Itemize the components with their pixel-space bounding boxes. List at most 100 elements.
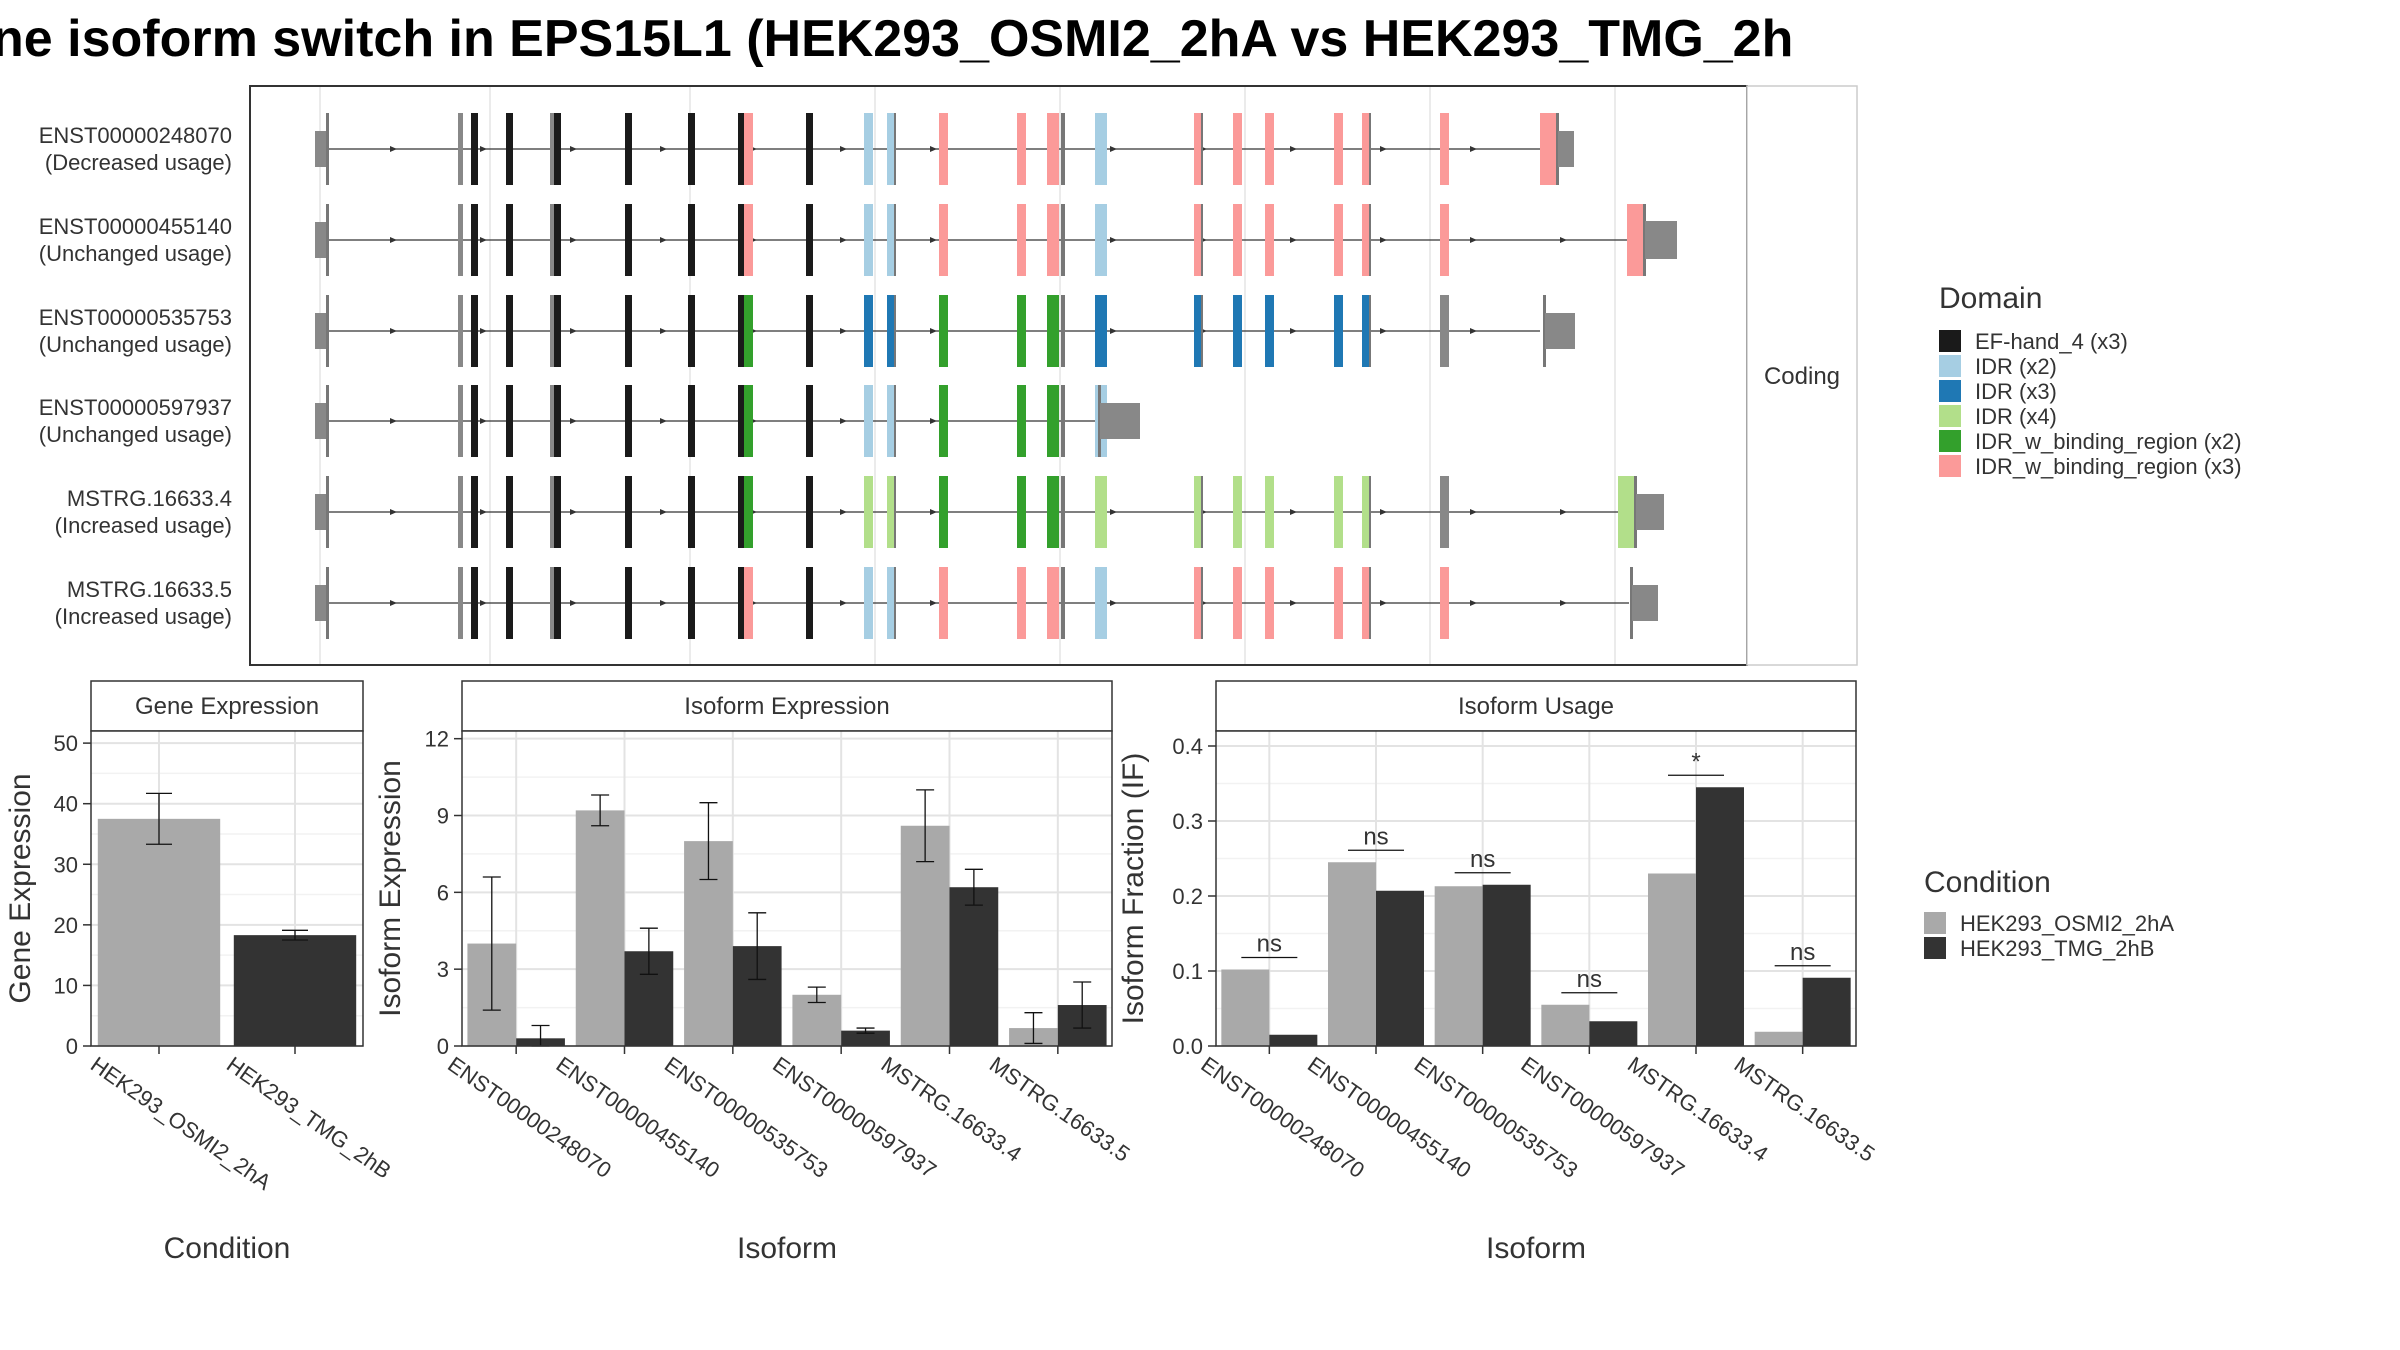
bar xyxy=(1269,1034,1318,1046)
strand-arrow xyxy=(1110,509,1117,515)
exon-domain xyxy=(1194,295,1203,367)
legend-swatch xyxy=(1924,912,1946,934)
significance-label: ns xyxy=(1577,966,1602,993)
exon-ef-hand xyxy=(554,295,561,367)
exon-ef-hand xyxy=(625,295,632,367)
y-axis-title: Gene Expression xyxy=(4,773,37,1003)
legend-swatch xyxy=(1939,405,1961,427)
exon-domain xyxy=(1233,295,1242,367)
strand-arrow xyxy=(840,237,847,243)
exon-ef-hand xyxy=(625,385,632,457)
panel-strip xyxy=(90,680,364,732)
strand-arrow xyxy=(930,600,937,606)
exon-ef-hand xyxy=(471,204,478,276)
bar xyxy=(1434,886,1483,1046)
exon-domain xyxy=(1440,476,1449,548)
exon-ef-hand xyxy=(506,476,513,548)
exon-ef-hand xyxy=(471,295,478,367)
strand-arrow xyxy=(570,509,577,515)
exon-boundary xyxy=(1201,567,1203,639)
exon-ef-hand xyxy=(471,567,478,639)
isoform-usage-panel: Isoform Usage0.00.10.20.30.4ENST00000248… xyxy=(1117,680,1879,1265)
strand-arrow xyxy=(480,418,487,424)
significance-label: * xyxy=(1691,748,1700,775)
strand-arrow xyxy=(570,237,577,243)
exon-ef-hand xyxy=(625,476,632,548)
strand-arrow xyxy=(930,146,937,152)
exon-domain xyxy=(744,385,753,457)
bar xyxy=(792,994,842,1046)
exon-boundary xyxy=(1201,113,1203,185)
exon-domain xyxy=(1047,204,1059,276)
exon-domain xyxy=(1095,476,1107,548)
exon-gray xyxy=(550,385,555,457)
exon-domain xyxy=(1194,204,1203,276)
x-axis-title: Condition xyxy=(164,1232,291,1265)
exon-gray xyxy=(1061,567,1065,639)
strand-arrow xyxy=(660,328,667,334)
exon-ef-hand xyxy=(471,113,478,185)
exon-domain xyxy=(1265,113,1274,185)
strand-arrow xyxy=(480,237,487,243)
isoform-usage-label: (Increased usage) xyxy=(55,604,232,629)
structure-plot-frame xyxy=(249,85,1748,666)
exon-ef-hand xyxy=(554,113,561,185)
x-axis-title: Isoform xyxy=(737,1232,837,1265)
exon-domain xyxy=(1194,476,1203,548)
strand-arrow xyxy=(1560,600,1567,606)
transcript-structure-panel: Coding ENST00000248070(Decreased usage) EN… xyxy=(39,85,1858,666)
exon-ef-hand xyxy=(806,113,813,185)
exon-gray xyxy=(326,476,329,548)
strand-arrow xyxy=(930,509,937,515)
x-axis-title: Isoform xyxy=(1486,1232,1586,1265)
bar xyxy=(1221,969,1270,1046)
isoform-structure-row xyxy=(315,385,1140,457)
y-tick-label: 0.0 xyxy=(1172,1034,1203,1059)
exon-domain xyxy=(1047,385,1059,457)
exon-ef-hand xyxy=(554,204,561,276)
utr-exon xyxy=(1558,131,1574,167)
exon-ef-hand xyxy=(625,567,632,639)
exon-boundary xyxy=(894,204,896,276)
exon-domain xyxy=(1233,113,1242,185)
exon-gray xyxy=(458,204,463,276)
exon-boundary xyxy=(894,113,896,185)
domain-legend-label: IDR_w_binding_region (x3) xyxy=(1975,454,2242,479)
exon-domain xyxy=(1265,295,1274,367)
legend-swatch xyxy=(1939,355,1961,377)
utr-exon xyxy=(315,494,327,530)
exon-domain xyxy=(1334,567,1343,639)
plot-frame xyxy=(90,730,364,1047)
strand-arrow xyxy=(570,328,577,334)
exon-ef-hand xyxy=(506,567,513,639)
exon-domain xyxy=(1194,567,1203,639)
isoform-id-label: ENST00000248070 xyxy=(39,123,232,148)
bar xyxy=(97,818,221,1046)
strand-arrow xyxy=(1110,328,1117,334)
y-tick-label: 50 xyxy=(54,731,78,756)
exon-domain xyxy=(1265,476,1274,548)
plot-background xyxy=(462,731,1112,1046)
panel-title: Isoform Expression xyxy=(684,693,889,720)
strand-arrow xyxy=(1380,509,1387,515)
legend-swatch xyxy=(1939,455,1961,477)
exon-boundary xyxy=(1556,113,1559,185)
strand-arrow xyxy=(390,418,397,424)
condition-legend-label: HEK293_OSMI2_2hA xyxy=(1960,911,2174,936)
plot-frame xyxy=(461,730,1113,1047)
exon-gray xyxy=(1061,113,1065,185)
bar xyxy=(900,825,950,1046)
utr-exon xyxy=(1100,403,1140,439)
domain-legend-label: IDR (x2) xyxy=(1975,354,2057,379)
strand-arrow xyxy=(1560,509,1567,515)
exon-boundary xyxy=(1201,204,1203,276)
exon-boundary xyxy=(1201,295,1203,367)
exon-gray xyxy=(458,385,463,457)
strand-arrow xyxy=(660,146,667,152)
strand-arrow xyxy=(390,328,397,334)
strand-arrow xyxy=(1110,600,1117,606)
exon-domain xyxy=(864,567,873,639)
y-tick-label: 12 xyxy=(425,727,449,752)
exon-domain xyxy=(1265,204,1274,276)
exon-domain xyxy=(1440,567,1449,639)
